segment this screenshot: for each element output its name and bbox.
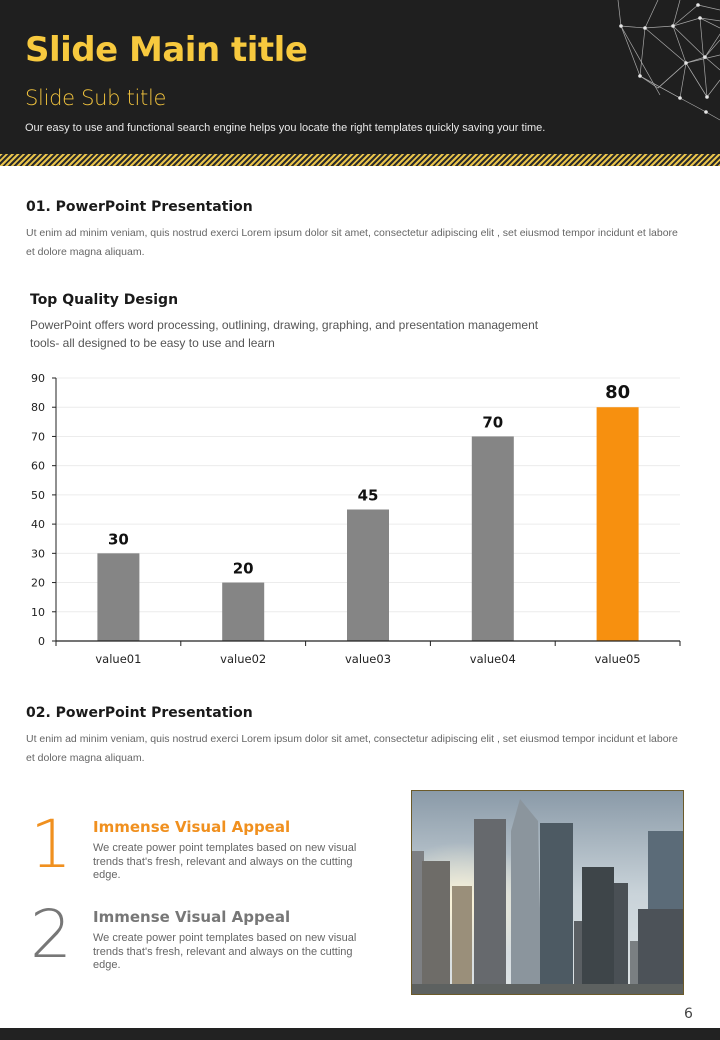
feature-text: We create power point templates based on… [93, 842, 357, 881]
feature-title: Immense Visual Appeal [93, 908, 291, 926]
section2-body: Ut enim ad minim veniam, quis nostrud ex… [26, 733, 678, 764]
bar-value05 [596, 407, 639, 641]
y-tick-label: 0 [38, 635, 45, 648]
city-skyline-photo [411, 790, 684, 995]
y-tick-label: 90 [31, 372, 45, 385]
header-stripe-divider [0, 154, 720, 166]
data-label: 20 [233, 560, 254, 578]
y-tick-label: 40 [31, 518, 45, 531]
header-description: Our easy to use and functional search en… [25, 122, 546, 134]
feature-number: 1 [30, 806, 72, 883]
bar-value02 [222, 582, 265, 641]
y-tick-label: 80 [31, 401, 45, 414]
chart-title: Top Quality Design [30, 292, 179, 308]
y-tick-label: 70 [31, 430, 45, 443]
network-graphic-icon [617, 0, 720, 121]
feature-number: 2 [30, 896, 72, 973]
bar-value03 [347, 509, 389, 641]
feature-item-2: 2 Immense Visual Appeal We create power … [30, 902, 380, 988]
feature-text: We create power point templates based on… [93, 932, 357, 971]
slide-header: Slide Main title Slide Sub title Our eas… [0, 0, 720, 154]
data-label: 30 [108, 530, 129, 548]
data-label: 45 [358, 487, 379, 505]
x-tick-label: value05 [595, 652, 641, 666]
bar-value04 [471, 436, 514, 641]
slide-main-title: Slide Main title [25, 30, 308, 70]
feature-item-1: 1 Immense Visual Appeal We create power … [30, 812, 380, 898]
section1-body: Ut enim ad minim veniam, quis nostrud ex… [26, 227, 678, 258]
y-tick-label: 60 [31, 460, 45, 473]
data-label: 80 [605, 382, 630, 403]
city-skyline-image [412, 791, 683, 994]
x-tick-label: value03 [345, 652, 391, 666]
y-tick-label: 50 [31, 489, 45, 502]
slide-sub-title: Slide Sub title [25, 86, 167, 110]
y-tick-label: 10 [31, 606, 45, 619]
footer-bar [0, 1028, 720, 1040]
section1-title: 01. PowerPoint Presentation [26, 199, 253, 215]
x-tick-label: value04 [470, 652, 516, 666]
data-label: 70 [482, 413, 503, 431]
y-tick-label: 20 [31, 577, 45, 590]
chart-description: PowerPoint offers word processing, outli… [30, 318, 539, 350]
x-tick-label: value01 [95, 652, 141, 666]
bar-chart: 0 10 20 30 40 50 60 70 80 90 30 20 45 70 80 value01 va… [31, 372, 681, 666]
page-number: 6 [684, 1006, 693, 1022]
feature-title: Immense Visual Appeal [93, 818, 291, 836]
y-tick-label: 30 [31, 547, 45, 560]
x-tick-label: value02 [220, 652, 266, 666]
bar-value01 [97, 553, 140, 641]
section2-title: 02. PowerPoint Presentation [26, 705, 253, 721]
